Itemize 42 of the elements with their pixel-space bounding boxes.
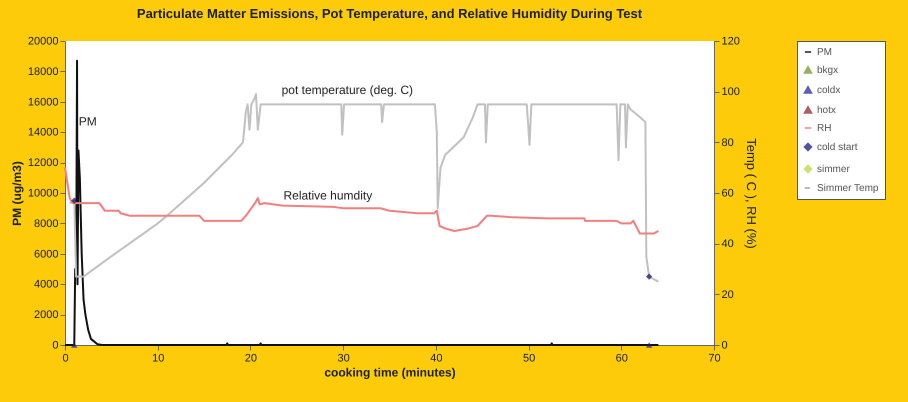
annotation: pot temperature (deg. C) (282, 83, 414, 98)
legend-label: bkgx (817, 65, 838, 76)
chart-title: Particulate Matter Emissions, Pot Temperature, and Relative Humidity During Test (136, 6, 643, 21)
y-tick-label: 0 (52, 340, 58, 352)
y2-tick-label: 120 (722, 36, 740, 48)
legend-label: coldx (817, 85, 840, 96)
y2-tick-label: 80 (722, 136, 734, 149)
y-tick-label: 10000 (28, 188, 58, 200)
y-tick-label: 12000 (28, 157, 58, 170)
legend-label: simmer (817, 164, 850, 175)
y-tick-label: 14000 (28, 126, 58, 139)
x-tick-label: 10 (152, 352, 164, 364)
y2-tick-label: 20 (722, 288, 734, 301)
y-tick-label: 16000 (28, 96, 58, 108)
x-tick-label: 20 (244, 352, 258, 364)
legend-label: PM (817, 47, 832, 58)
y-tick-label: 8000 (34, 218, 58, 230)
annotation: Relative humdity (283, 188, 372, 202)
y2-tick-label: 40 (722, 238, 734, 250)
y2-tick-label: 0 (722, 340, 728, 352)
line-series (64, 166, 660, 235)
x-axis-title: cooking time (minutes) (324, 366, 456, 380)
y-tick-label: 20000 (28, 36, 58, 48)
y2-tick-label: 100 (722, 86, 740, 98)
y-axis-title: PM (ug/m3) (10, 161, 24, 226)
annotation: PM (78, 114, 97, 129)
x-tick-label: 40 (430, 352, 442, 364)
legend-label: hotx (817, 105, 836, 116)
x-tick-label: 30 (338, 352, 350, 364)
y2-axis-title: Temp ( C ), RH (%) (744, 138, 759, 249)
legend-label: RH (817, 123, 832, 134)
x-tick-label: 0 (62, 352, 69, 364)
y-tick-label: 6000 (34, 248, 58, 260)
legend-label: cold start (817, 142, 858, 153)
x-tick-label: 50 (522, 352, 536, 364)
y2-tick-label: 60 (722, 188, 734, 200)
y-tick-label: 2000 (34, 309, 58, 322)
legend-label: Simmer Temp (817, 183, 879, 194)
y-tick-label: 18000 (28, 66, 58, 78)
y-tick-label: 4000 (34, 278, 58, 291)
x-tick-label: 60 (616, 352, 628, 364)
x-tick-label: 70 (708, 352, 721, 364)
